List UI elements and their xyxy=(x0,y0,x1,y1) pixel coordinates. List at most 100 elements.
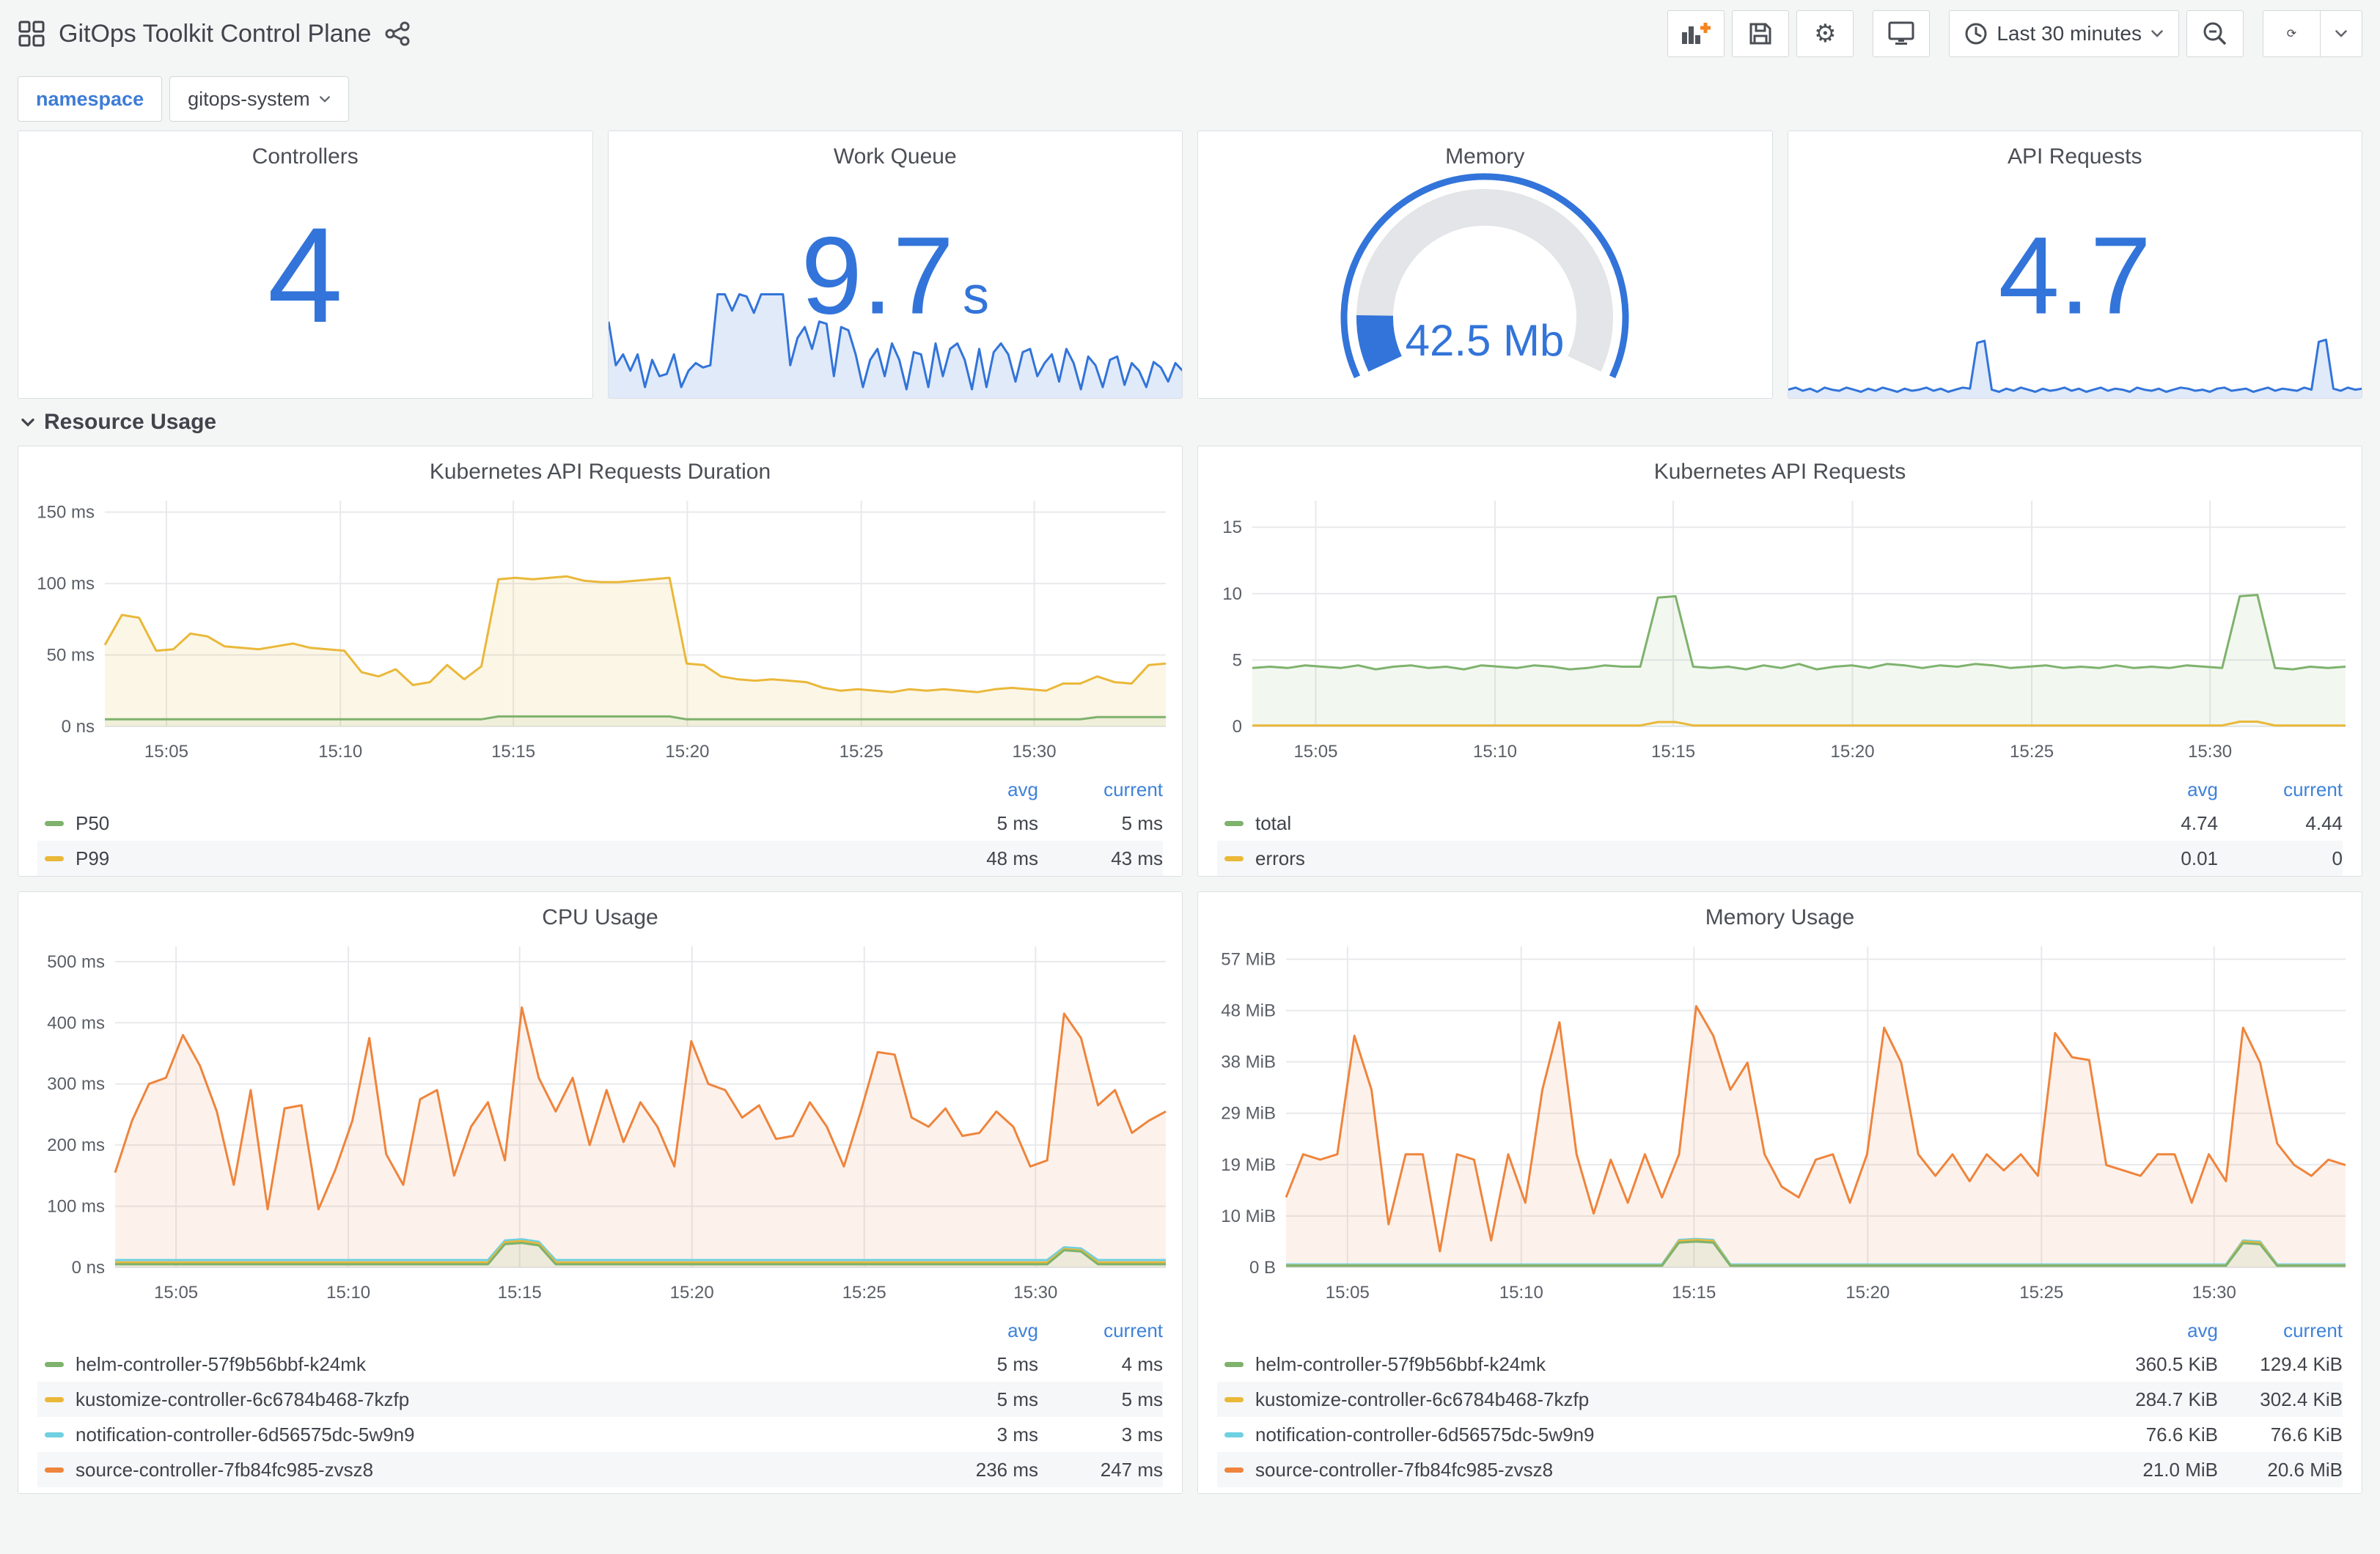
panel-title[interactable]: Controllers xyxy=(251,144,359,169)
legend-sort-avg[interactable]: avg xyxy=(1007,1319,1038,1341)
series-label[interactable]: kustomize-controller-6c6784b468-7kzfp xyxy=(76,1388,410,1410)
panel-memory-usage: Memory Usage 0 B 10 MiB 19 MiB 29 MiB 38 MiB… xyxy=(1197,891,2362,1494)
series-label[interactable]: kustomize-controller-6c6784b468-7kzfp xyxy=(1255,1388,1590,1410)
series-avg-value: 76.6 KiB xyxy=(2145,1423,2218,1446)
svg-text:15:15: 15:15 xyxy=(491,742,535,762)
legend-row: kustomize-controller-6c6784b468-7kzfp 284… xyxy=(1217,1382,2343,1417)
legend-row: P99 48 ms 43 ms xyxy=(37,841,1163,876)
series-color-dash xyxy=(45,1361,64,1367)
zoom-out-icon xyxy=(2203,22,2226,45)
panel-title[interactable]: CPU Usage xyxy=(542,905,658,929)
panel-memory: Memory 42.5 Mb xyxy=(1197,130,1773,399)
work-queue-sparkline xyxy=(608,289,1183,398)
series-current-value: 5 ms xyxy=(1121,811,1163,834)
legend-header: avg current xyxy=(1217,773,2343,806)
panel-cpu-usage: CPU Usage 0 ns 100 ms 200 ms 300 ms 400 ms 50… xyxy=(18,891,1183,1494)
svg-text:15:10: 15:10 xyxy=(318,742,362,762)
svg-text:15:30: 15:30 xyxy=(2192,1283,2236,1303)
work-queue-value: 9.7 s xyxy=(801,213,990,337)
time-range-picker[interactable]: Last 30 minutes xyxy=(1949,10,2179,57)
share-icon[interactable] xyxy=(384,21,411,47)
series-color-dash xyxy=(1224,1396,1244,1402)
series-label[interactable]: P50 xyxy=(76,811,110,834)
gear-icon: ⚙ xyxy=(1814,20,1837,48)
panel-title[interactable]: Work Queue xyxy=(833,144,957,169)
dashboard-grid-icon[interactable] xyxy=(18,20,45,48)
add-panel-button[interactable] xyxy=(1667,10,1725,57)
panel-title[interactable]: Memory xyxy=(1445,144,1525,169)
refresh-split-button: ⟳ xyxy=(2263,10,2362,57)
time-range-label: Last 30 minutes xyxy=(1997,22,2142,45)
series-label[interactable]: helm-controller-57f9b56bbf-k24mk xyxy=(76,1352,366,1375)
series-avg-value: 3 ms xyxy=(996,1423,1038,1446)
series-label[interactable]: total xyxy=(1255,811,1292,834)
chevron-down-icon xyxy=(2335,30,2347,37)
series-color-dash xyxy=(1224,820,1244,826)
legend-row: P50 5 ms 5 ms xyxy=(37,806,1163,841)
legend-table: avg current helm-controller-57f9b56bbf-k24… xyxy=(18,1310,1182,1493)
legend-sort-current[interactable]: current xyxy=(2283,1319,2343,1341)
svg-text:15:05: 15:05 xyxy=(1293,742,1337,762)
svg-text:15:25: 15:25 xyxy=(2019,1283,2063,1303)
legend-sort-avg[interactable]: avg xyxy=(1007,778,1038,800)
legend-row: errors 0.01 0 xyxy=(1217,841,2343,876)
variables-bar: namespace gitops-system xyxy=(18,67,2362,130)
panel-title[interactable]: Memory Usage xyxy=(1705,905,1855,929)
save-dashboard-button[interactable] xyxy=(1732,10,1790,57)
svg-text:15:25: 15:25 xyxy=(842,1283,886,1303)
series-label[interactable]: helm-controller-57f9b56bbf-k24mk xyxy=(1255,1352,1546,1375)
series-label[interactable]: source-controller-7fb84fc985-zvsz8 xyxy=(1255,1458,1554,1481)
refresh-interval-dropdown[interactable] xyxy=(2321,11,2362,56)
svg-text:5: 5 xyxy=(1233,650,1242,670)
panel-title[interactable]: API Requests xyxy=(2008,144,2142,169)
series-label[interactable]: P99 xyxy=(76,847,110,869)
series-label[interactable]: errors xyxy=(1255,847,1305,869)
svg-text:15:15: 15:15 xyxy=(498,1283,542,1303)
legend-sort-current[interactable]: current xyxy=(2283,778,2343,800)
namespace-variable-label: namespace xyxy=(18,76,163,122)
series-current-value: 129.4 KiB xyxy=(2260,1352,2343,1375)
dashboard-settings-button[interactable]: ⚙ xyxy=(1796,10,1854,57)
timeseries-chart[interactable]: 0 B 10 MiB 19 MiB 29 MiB 38 MiB 48 MiB 57 MiB 1… xyxy=(1198,935,2362,1310)
svg-text:15:10: 15:10 xyxy=(326,1283,370,1303)
legend-sort-current[interactable]: current xyxy=(1103,778,1163,800)
timeseries-chart[interactable]: 0 5 10 15 15:05 15:10 15:15 15:20 15:25 15:30 xyxy=(1198,489,2362,769)
memory-gauge-value: 42.5 Mb xyxy=(1406,316,1565,365)
timeseries-grid: Kubernetes API Requests Duration 0 ns 50 … xyxy=(18,446,2362,1494)
svg-text:15: 15 xyxy=(1222,518,1242,537)
legend-sort-avg[interactable]: avg xyxy=(2187,1319,2218,1341)
timeseries-chart[interactable]: 0 ns 50 ms 100 ms 150 ms 15:05 15:10 15:15 15:2… xyxy=(18,489,1182,769)
svg-text:10 MiB: 10 MiB xyxy=(1221,1207,1276,1226)
namespace-variable-select[interactable]: gitops-system xyxy=(169,76,349,122)
clock-icon xyxy=(1965,23,1987,45)
panel-title[interactable]: Kubernetes API Requests Duration xyxy=(429,460,771,484)
zoom-out-button[interactable] xyxy=(2186,10,2244,57)
legend-table: avg current P50 5 ms 5 ms P99 48 ms 43 ms xyxy=(18,769,1182,876)
series-avg-value: 5 ms xyxy=(996,1388,1038,1410)
svg-text:15:15: 15:15 xyxy=(1651,742,1695,762)
timeseries-chart[interactable]: 0 ns 100 ms 200 ms 300 ms 400 ms 500 ms 15:05 1… xyxy=(18,935,1182,1310)
series-label[interactable]: notification-controller-6d56575dc-5w9n9 xyxy=(1255,1423,1595,1446)
legend-header: avg current xyxy=(37,1314,1163,1347)
series-avg-value: 5 ms xyxy=(996,1352,1038,1375)
svg-text:0 ns: 0 ns xyxy=(72,1258,105,1278)
legend-table: avg current total 4.74 4.44 errors 0.01 0 xyxy=(1198,769,2362,876)
legend-sort-avg[interactable]: avg xyxy=(2187,778,2218,800)
svg-text:50 ms: 50 ms xyxy=(47,646,95,666)
panel-title[interactable]: Kubernetes API Requests xyxy=(1653,460,1906,484)
svg-text:15:15: 15:15 xyxy=(1672,1283,1716,1303)
series-color-dash xyxy=(1224,1432,1244,1437)
svg-text:15:20: 15:20 xyxy=(670,1283,714,1303)
chevron-down-icon xyxy=(21,418,34,427)
tv-mode-button[interactable] xyxy=(1873,10,1931,57)
refresh-button[interactable]: ⟳ xyxy=(2263,11,2321,56)
row-resource-usage[interactable]: Resource Usage xyxy=(18,399,2362,446)
svg-text:29 MiB: 29 MiB xyxy=(1221,1104,1276,1124)
svg-text:200 ms: 200 ms xyxy=(47,1135,105,1155)
svg-text:15:30: 15:30 xyxy=(1013,1283,1057,1303)
legend-table: avg current helm-controller-57f9b56bbf-k24… xyxy=(1198,1310,2362,1493)
series-label[interactable]: notification-controller-6d56575dc-5w9n9 xyxy=(76,1423,415,1446)
series-label[interactable]: source-controller-7fb84fc985-zvsz8 xyxy=(76,1458,374,1481)
legend-sort-current[interactable]: current xyxy=(1103,1319,1163,1341)
panel-k8s-api-requests-duration: Kubernetes API Requests Duration 0 ns 50 … xyxy=(18,446,1183,877)
